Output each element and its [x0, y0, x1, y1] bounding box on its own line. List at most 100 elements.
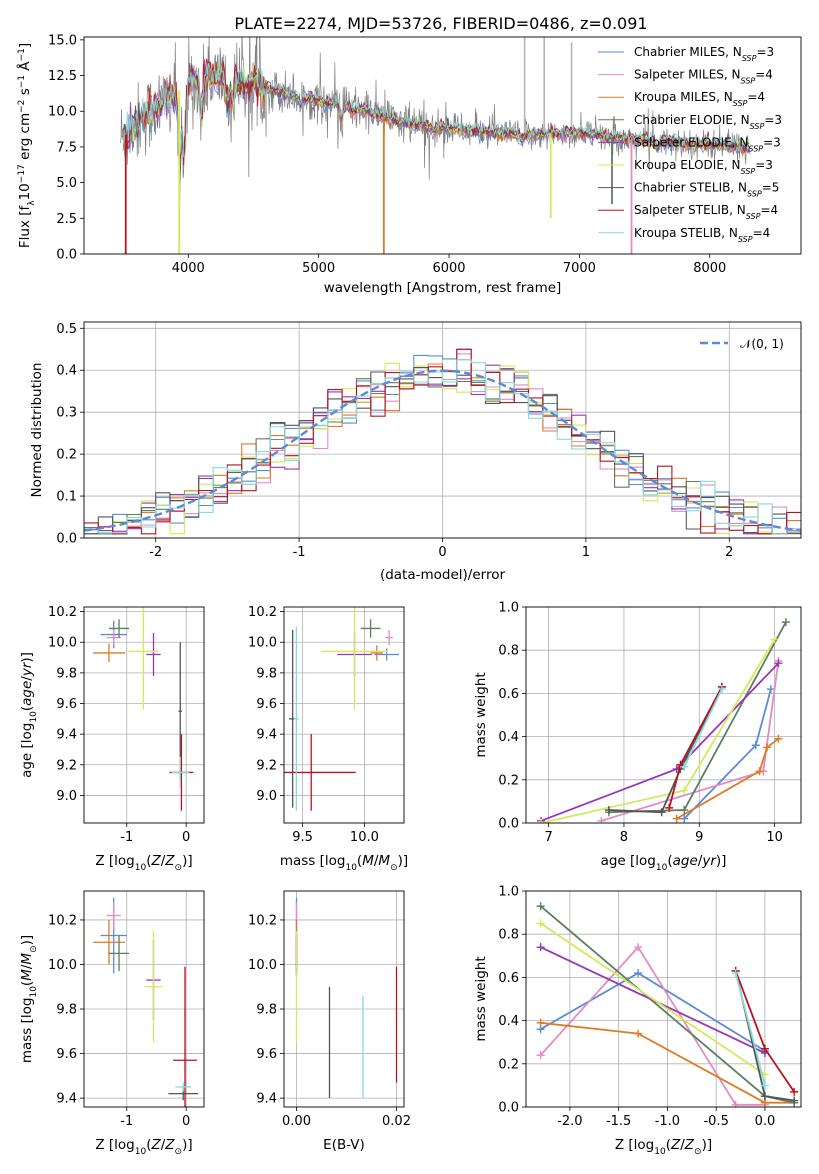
x-tick-label: 0.0 — [755, 1114, 776, 1129]
y-tick-label: 9.0 — [256, 789, 277, 804]
y-tick-label: 9.4 — [256, 728, 277, 743]
x-tick-label: 8 — [620, 830, 628, 845]
legend-entry-0: Chabrier MILES, NSSP=3 — [634, 45, 774, 63]
weight-marker — [731, 969, 740, 978]
axes-frame — [283, 606, 405, 824]
weight-line-6 — [608, 686, 723, 814]
error-point-1 — [106, 902, 121, 929]
histogram-7 — [84, 348, 801, 535]
y-tick-label: 9.6 — [256, 1047, 277, 1062]
y-tick-label: 9.8 — [256, 1003, 277, 1018]
y-axis-label: age [log10(age/yr)] — [19, 652, 39, 778]
y-tick-label: 10.2 — [48, 913, 77, 928]
y-tick-label: 9.6 — [256, 697, 277, 712]
weight-marker — [781, 618, 790, 627]
y-axis-label: mass weight — [473, 956, 489, 1041]
y-axis-label: mass weight — [473, 672, 489, 757]
weight-marker — [680, 814, 689, 823]
y-tick-label: 0.6 — [498, 971, 519, 986]
legend-entry-6: Chabrier STELIB, NSSP=5 — [634, 181, 779, 199]
weight-marker — [536, 1018, 545, 1027]
error-point-2 — [92, 643, 125, 663]
weight-marker — [751, 741, 760, 750]
x-axis-label: wavelength [Angstrom, rest frame] — [324, 280, 562, 296]
error-point-2 — [370, 645, 383, 661]
y-tick-label: 9.0 — [56, 789, 77, 804]
y-axis-label: mass [log10(M/M⊙)] — [19, 935, 39, 1063]
x-tick-label: 0.00 — [282, 1114, 311, 1129]
weight-marker — [665, 803, 674, 812]
x-tick-label: 4000 — [172, 261, 205, 276]
weight-marker — [763, 743, 772, 752]
x-axis-label: E(B-V) — [323, 1137, 365, 1153]
weight-marker — [790, 1096, 799, 1105]
error-point-0 — [374, 648, 400, 661]
axes-frame — [525, 606, 802, 824]
x-tick-label: 9.5 — [292, 830, 313, 845]
error-point-8 — [293, 626, 299, 811]
y-tick-label: 10.2 — [248, 605, 277, 620]
weight-marker — [774, 659, 783, 668]
weight-marker — [760, 1081, 769, 1090]
error-point-5 — [128, 607, 159, 710]
age-vs-z-plot-area — [92, 607, 194, 811]
y-tick-label: 10.0 — [248, 958, 277, 973]
x-tick-label: -1 — [120, 830, 133, 845]
age-vs-mass-plot-area — [284, 607, 400, 811]
legend-entry-5: Kroupa ELODIE, NSSP=3 — [634, 158, 773, 176]
x-tick-label: -1.0 — [655, 1114, 680, 1129]
y-tick-label: 15.0 — [48, 33, 77, 48]
weight-line-5 — [540, 922, 766, 1076]
x-tick-label: -1.5 — [606, 1114, 631, 1129]
y-tick-label: 9.8 — [56, 666, 77, 681]
axes-frame — [83, 606, 205, 824]
error-point-1 — [385, 629, 393, 646]
x-tick-label: 0 — [438, 545, 446, 560]
y-tick-label: 10.0 — [48, 958, 77, 973]
y-tick-label: 9.4 — [56, 1092, 77, 1107]
y-tick-label: 0.6 — [498, 687, 519, 702]
y-tick-label: 0.4 — [56, 364, 77, 379]
weight-vs-age-panel: 7 8 9 10 0.0 0.2 0.4 0.6 0.8 1.0 mass weight age [l… — [473, 601, 802, 873]
y-tick-label: 0.3 — [56, 406, 77, 421]
error-point-8 — [175, 1082, 191, 1092]
weight-marker — [536, 919, 545, 928]
y-tick-label: 1.0 — [498, 601, 519, 616]
y-tick-label: 0.5 — [56, 322, 77, 337]
y-tick-label: 2.5 — [56, 212, 77, 227]
legend-entry-7: Salpeter STELIB, NSSP=4 — [634, 203, 778, 221]
x-axis-label: Z [log10(Z/Z⊙)] — [95, 1137, 192, 1157]
model-spectrum-8 — [122, 62, 750, 160]
error-point-4 — [146, 633, 161, 676]
x-tick-label: 1 — [582, 545, 590, 560]
y-tick-label: 0.0 — [56, 248, 77, 263]
y-tick-label: 10.0 — [248, 636, 277, 651]
y-tick-label: 9.4 — [56, 728, 77, 743]
weight-marker — [634, 1029, 643, 1038]
x-tick-label: -0.5 — [703, 1114, 728, 1129]
x-tick-label: 10 — [766, 830, 783, 845]
weight-marker — [680, 786, 689, 795]
y-tick-label: 0.4 — [498, 730, 519, 745]
mass-vs-ebv-plot-area — [295, 897, 398, 1099]
x-tick-label: 10.0 — [350, 830, 379, 845]
x-tick-label: 0.02 — [382, 1114, 411, 1129]
error-point-3 — [108, 619, 130, 638]
x-axis-label: (data-model)/error — [380, 567, 506, 583]
mass-vs-z-plot-area — [92, 897, 199, 1107]
y-tick-label: 0.0 — [56, 532, 77, 547]
x-tick-label: 9 — [695, 830, 703, 845]
legend-entry-8: Kroupa STELIB, NSSP=4 — [634, 226, 770, 244]
model-spectrum-7 — [122, 58, 750, 166]
y-tick-label: 9.2 — [56, 758, 77, 773]
x-tick-label: 2 — [725, 545, 733, 560]
y-tick-label: 9.8 — [56, 1003, 77, 1018]
weight-marker — [717, 685, 726, 694]
y-tick-label: 0.0 — [498, 817, 519, 832]
y-tick-label: 0.2 — [56, 448, 77, 463]
x-tick-label: 7 — [544, 830, 552, 845]
y-tick-label: 1.0 — [498, 885, 519, 900]
weight-marker — [755, 767, 764, 776]
weight-marker — [536, 902, 545, 911]
weight-line-8 — [683, 688, 723, 768]
